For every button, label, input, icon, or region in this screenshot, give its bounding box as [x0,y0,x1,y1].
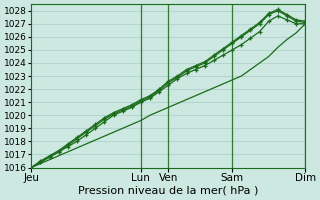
X-axis label: Pression niveau de la mer( hPa ): Pression niveau de la mer( hPa ) [78,186,259,196]
